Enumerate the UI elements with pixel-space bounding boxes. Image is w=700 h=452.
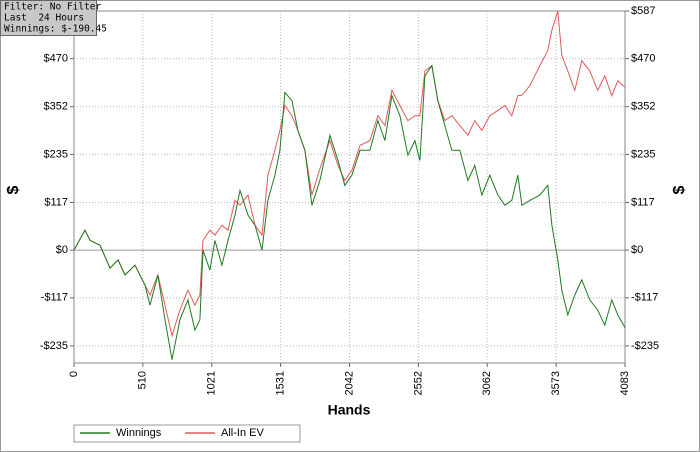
y2-tick-label: $0 xyxy=(631,244,643,256)
y2-tick-label: -$235 xyxy=(631,340,659,352)
series-line xyxy=(73,64,626,360)
x-tick-label: 1021 xyxy=(206,371,218,395)
info-text: Last 24 Hours xyxy=(4,13,84,24)
info-text: Filter: No Filter xyxy=(4,2,102,13)
y2-tick-label: $352 xyxy=(631,101,655,113)
legend-label: Winnings xyxy=(116,427,162,439)
y2-tick-label: $117 xyxy=(631,196,655,208)
y-tick-label: $0 xyxy=(56,244,68,256)
y2-axis-label: $ xyxy=(671,185,688,194)
plot-area xyxy=(73,10,626,364)
x-tick-label: 510 xyxy=(137,371,149,389)
x-tick-label: 3062 xyxy=(481,371,493,395)
y-axis-label: $ xyxy=(5,185,22,194)
x-tick-label: 4083 xyxy=(619,371,631,395)
y-tick-label: $235 xyxy=(44,148,68,160)
y-tick-label: $117 xyxy=(44,196,68,208)
y-tick-label: -$235 xyxy=(40,340,68,352)
x-tick-label: 2552 xyxy=(412,371,424,395)
y2-tick-label: -$117 xyxy=(631,292,658,304)
y2-tick-label: $470 xyxy=(631,53,655,65)
x-tick-label: 2042 xyxy=(343,371,355,395)
info-text: Winnings: $-190.45 xyxy=(4,24,107,35)
x-axis-label: Hands xyxy=(328,402,371,418)
x-tick-label: 1531 xyxy=(275,371,287,395)
y2-tick-label: $235 xyxy=(631,148,655,160)
x-tick-label: 3573 xyxy=(550,371,562,395)
y-tick-label: $352 xyxy=(44,101,68,113)
y-tick-label: $470 xyxy=(44,53,68,65)
x-tick-label: 0 xyxy=(68,371,80,377)
info-box xyxy=(0,0,97,36)
y-tick-label: -$117 xyxy=(41,292,68,304)
legend-label: All-In EV xyxy=(221,427,264,439)
y2-tick-label: $587 xyxy=(631,5,655,17)
series-line xyxy=(73,10,626,338)
